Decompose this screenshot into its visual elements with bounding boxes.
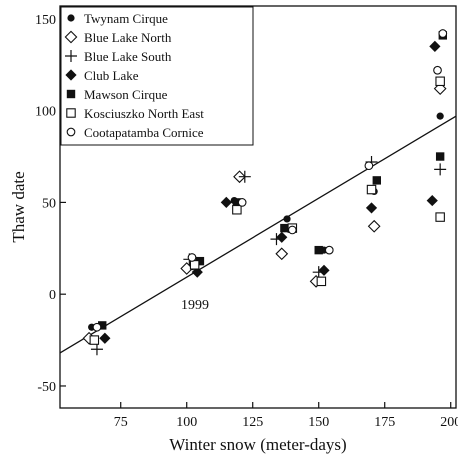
y-tick-label-0: 0 [49,288,56,303]
legend-marker-blue-lake-south [65,50,77,62]
annotation-1999: 1999 [181,298,209,313]
legend-item-mawson-cirque: Mawson Cirque [66,87,168,102]
axes: 75 100 125 150 175 200 -50 0 50 100 150 [35,13,458,430]
point-blue-lake-south-6 [434,163,447,176]
legend: Twynam Cirque Blue Lake North Blue Lake So… [64,11,204,140]
point-cootapatamba-cornice-2 [237,198,247,207]
x-axis-title: Winter snow (meter-days) [169,435,346,454]
point-mawson-cirque-5 [372,176,381,185]
legend-item-blue-lake-north: Blue Lake North [64,30,172,45]
x-tick-label-175: 175 [374,415,395,430]
legend-label-kosciuszko-north-east: Kosciuszko North East [84,106,204,121]
point-blue-lake-north-3 [275,247,289,261]
point-club-lake-6 [426,194,438,207]
trend-line [59,115,457,354]
point-blue-lake-south-0 [90,343,103,356]
legend-item-kosciuszko-north-east: Kosciuszko North East [66,106,204,121]
point-mawson-cirque-3 [280,223,289,233]
point-cootapatamba-cornice-5 [364,161,374,171]
point-cootapatamba-cornice-6 [433,65,442,75]
point-kosciuszko-north-east-7 [435,76,445,87]
point-club-lake-4 [318,264,330,276]
legend-marker-cootapatamba-cornice [66,127,76,137]
legend-item-blue-lake-south: Blue Lake South [65,49,172,64]
point-blue-lake-south-2 [238,170,251,183]
point-kosciuszko-north-east-5 [366,184,377,195]
point-club-lake-1 [191,266,203,278]
legend-label-blue-lake-south: Blue Lake South [84,49,172,64]
legend-marker-kosciuszko-north-east [66,108,76,118]
legend-label-blue-lake-north: Blue Lake North [84,30,172,45]
point-cootapatamba-cornice-1 [187,253,197,262]
legend-label-twynam-cirque: Twynam Cirque [84,11,168,26]
point-mawson-cirque-6 [435,152,445,161]
trend-layer [59,115,457,354]
point-twynam-cirque-6 [436,112,444,120]
legend-box [60,6,254,146]
point-kosciuszko-north-east-0 [89,335,100,345]
legend-item-club-lake: Club Lake [65,68,139,83]
point-blue-lake-north-6 [433,82,447,95]
x-tick-label-125: 125 [242,415,263,430]
point-cootapatamba-cornice-4 [324,245,334,255]
data-points [82,29,448,356]
legend-label-club-lake: Club Lake [84,68,139,83]
x-tick-label-200: 200 [440,415,458,430]
point-blue-lake-north-5 [367,219,381,233]
series-blue-lake-south [90,156,447,356]
legend-marker-mawson-cirque [66,89,76,99]
point-club-lake-7 [429,40,441,52]
point-cootapatamba-cornice-0 [92,322,102,332]
legend-item-twynam-cirque: Twynam Cirque [67,11,168,26]
point-club-lake-0 [99,332,111,344]
y-tick-label-50: 50 [42,196,56,211]
point-club-lake-5 [365,202,378,214]
point-cootapatamba-cornice-3 [287,225,297,235]
point-cootapatamba-cornice-7 [438,29,448,38]
legend-marker-club-lake [65,69,77,81]
point-kosciuszko-north-east-1 [189,260,200,270]
x-tick-label-150: 150 [308,415,329,430]
x-tick-label-100: 100 [176,415,197,430]
legend-item-cootapatamba-cornice: Cootapatamba Cornice [66,125,204,140]
point-mawson-cirque-2 [232,198,242,207]
x-tick-label-75: 75 [114,415,128,430]
legend-marker-blue-lake-north [64,30,78,44]
y-axis-title: Thaw date [9,171,28,242]
series-cootapatamba-cornice [92,29,448,332]
point-club-lake-2 [220,196,232,209]
point-kosciuszko-north-east-2 [232,205,242,215]
point-mawson-cirque-1 [195,256,205,266]
legend-marker-twynam-cirque [67,14,75,22]
plot-frame [59,5,457,409]
y-tick-label--50: -50 [37,380,56,395]
point-mawson-cirque-4 [314,245,323,255]
point-kosciuszko-north-east-4 [316,276,327,287]
legend-label-cootapatamba-cornice: Cootapatamba Cornice [84,125,204,140]
point-mawson-cirque-0 [98,321,107,330]
y-tick-label-150: 150 [35,13,56,28]
point-club-lake-3 [276,231,288,243]
y-tick-label-100: 100 [35,105,56,120]
series-club-lake [99,40,441,344]
point-twynam-cirque-3 [283,215,291,223]
legend-label-mawson-cirque: Mawson Cirque [84,87,168,102]
point-kosciuszko-north-east-6 [435,212,445,222]
